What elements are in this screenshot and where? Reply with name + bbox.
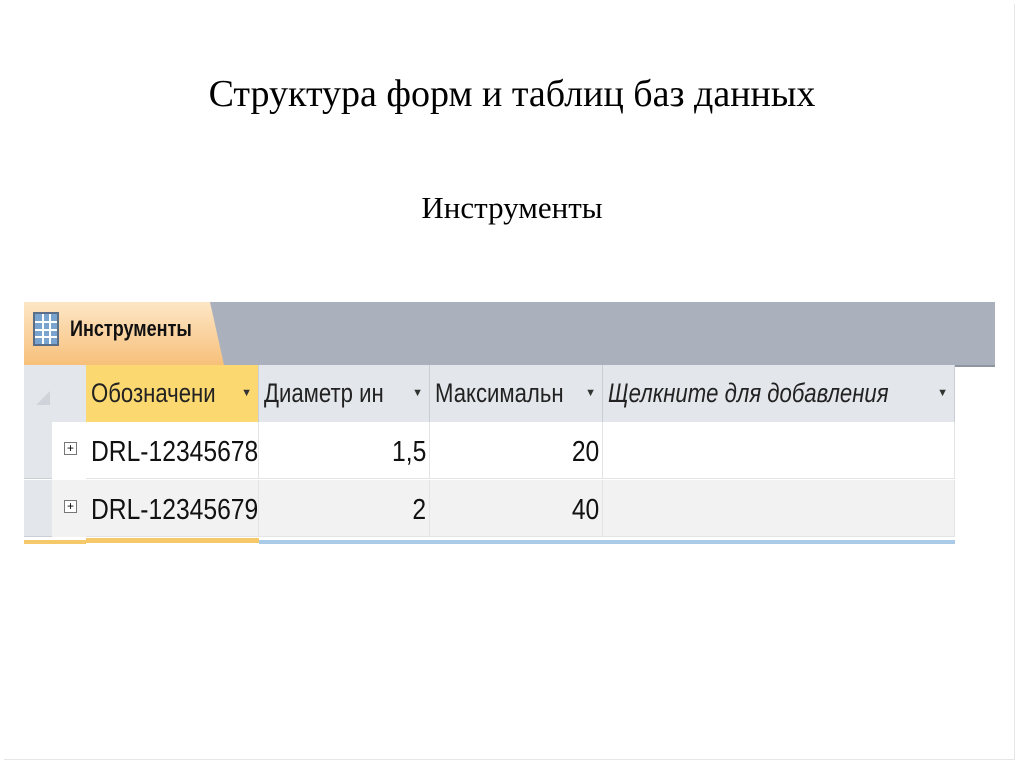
new-row-selected-edge [86, 538, 259, 543]
expand-plus-icon[interactable]: + [64, 500, 77, 513]
cell-text: 40 [571, 494, 599, 526]
table-cell[interactable]: 20 [430, 422, 603, 479]
row-selector[interactable] [24, 422, 52, 479]
access-datasheet-screenshot: Инструменты Обозначени ▼ Диаметр ин ▼ Ма… [24, 302, 995, 547]
column-header-label: Щелкните для добавления [608, 378, 889, 408]
column-header-label: Диаметр ин [264, 378, 384, 408]
column-header-label: Обозначени [91, 378, 216, 408]
column-header-maximum[interactable]: Максимальн ▼ [430, 365, 603, 422]
dropdown-arrow-icon[interactable]: ▼ [937, 387, 948, 399]
slide-frame [4, 4, 1015, 760]
expand-cell: + [52, 422, 86, 479]
column-header-label-box: Обозначени [91, 365, 237, 422]
table-cell[interactable]: DRL-12345678 [86, 422, 259, 479]
select-all-corner[interactable] [24, 365, 86, 422]
tab-label: Инструменты [70, 316, 192, 341]
table-cell[interactable] [603, 422, 955, 479]
table-icon [33, 312, 59, 346]
table-cell[interactable]: DRL-12345679 [86, 480, 259, 537]
dropdown-arrow-icon[interactable]: ▼ [241, 387, 252, 399]
cell-text: DRL-12345679 [91, 494, 259, 526]
table-cell[interactable]: 2 [259, 480, 430, 537]
column-header-label-box: Диаметр ин [264, 365, 408, 422]
column-header-label: Максимальн [435, 378, 564, 408]
cell-text: DRL-12345678 [91, 436, 259, 468]
slide-subtitle: Инструменты [421, 190, 603, 225]
dropdown-arrow-icon[interactable]: ▼ [412, 387, 423, 399]
column-header-diameter[interactable]: Диаметр ин ▼ [259, 365, 430, 422]
cell-text: 20 [571, 436, 599, 468]
column-header-click-to-add[interactable]: Щелкните для добавления ▼ [603, 365, 955, 422]
cell-text: 1,5 [391, 436, 426, 468]
expand-cell: + [52, 480, 86, 537]
table-cell[interactable]: 1,5 [259, 422, 430, 479]
dropdown-arrow-icon[interactable]: ▼ [585, 387, 596, 399]
new-row-marker [24, 540, 86, 544]
column-header-label-box: Щелкните для добавления [608, 365, 933, 422]
column-header-label-box: Максимальн [435, 365, 581, 422]
tab-instruments[interactable]: Инструменты [24, 302, 224, 365]
column-header-designation[interactable]: Обозначени ▼ [86, 365, 259, 422]
select-all-triangle-icon [36, 391, 50, 405]
table-cell[interactable] [603, 480, 955, 537]
slide-title: Структура форм и таблиц баз данных [208, 73, 816, 115]
expand-plus-icon[interactable]: + [64, 442, 77, 455]
table-cell[interactable]: 40 [430, 480, 603, 537]
cell-text: 2 [412, 494, 426, 526]
row-selector[interactable] [24, 480, 52, 537]
new-row-edge [259, 540, 955, 544]
